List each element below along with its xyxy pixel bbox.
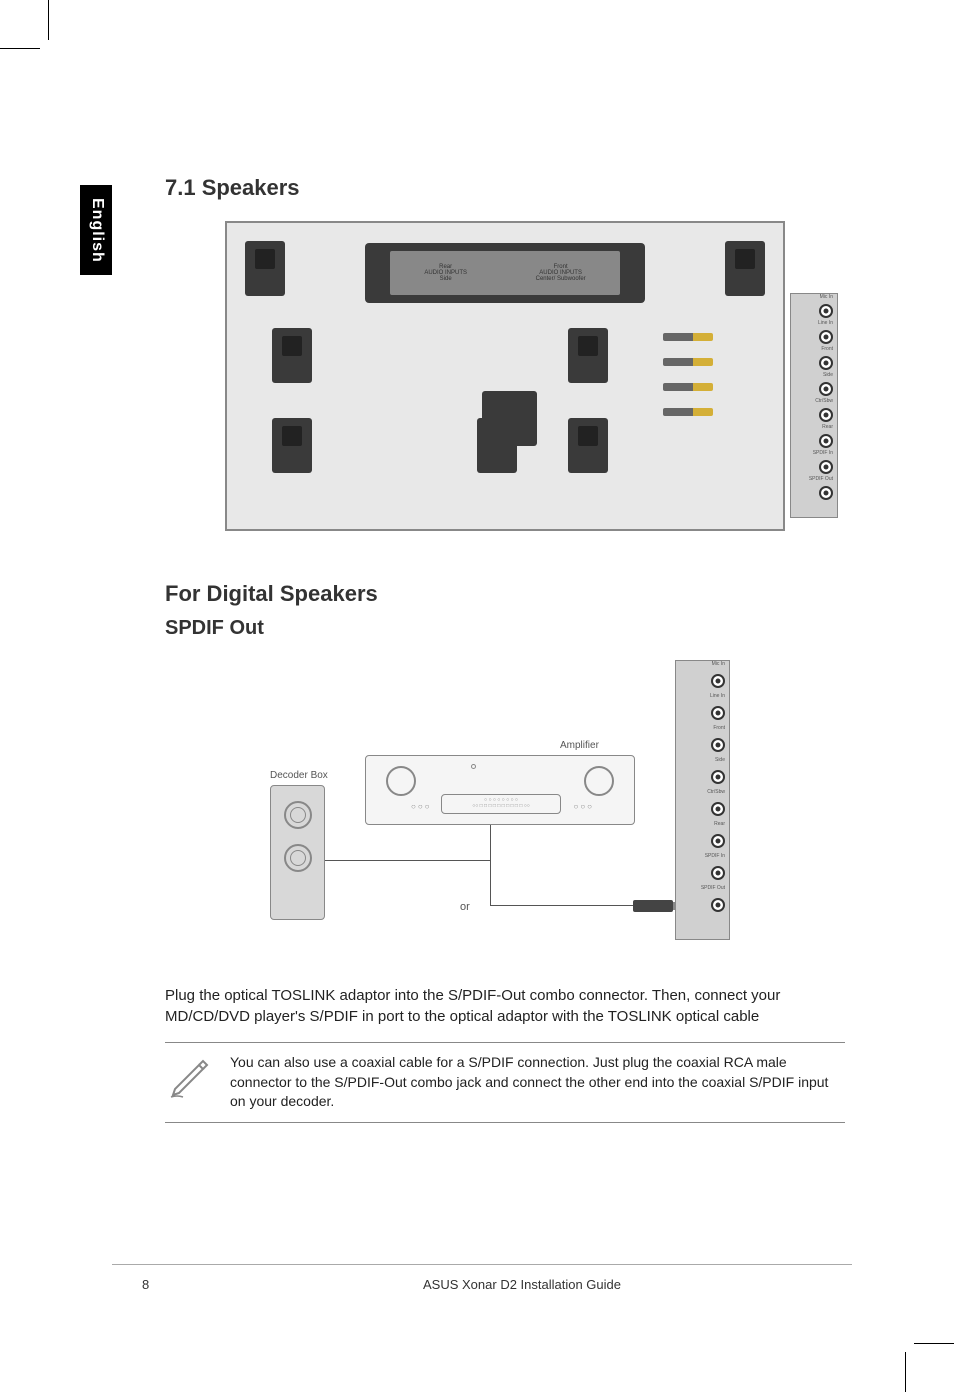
amplifier-label: Amplifier <box>560 740 599 751</box>
amplifier-receiver: ○○○ ○ ○ ○ ○ ○ ○ ○ ○○○ □ □ □ □ □ □ □ □ □ … <box>365 755 635 825</box>
jack-label: Mic In <box>820 294 833 300</box>
section-subheading-spdif-out: SPDIF Out <box>165 617 845 640</box>
page-content: 7.1 Speakers Rear AUDIO INPUTS Side Fron… <box>165 175 845 1123</box>
page-number: 8 <box>112 1277 192 1292</box>
amplifier-unit: Rear AUDIO INPUTS Side Front AUDIO INPUT… <box>365 243 645 303</box>
jack-label: Side <box>715 757 725 763</box>
jack-front <box>819 356 833 370</box>
audio-plug <box>663 383 713 391</box>
speaker-rear-right <box>725 241 765 296</box>
amplifier-knob <box>584 766 614 796</box>
jack-side <box>711 770 725 784</box>
jack-rear <box>819 434 833 448</box>
jack-mic-in <box>819 304 833 318</box>
amplifier-indicator <box>471 764 476 769</box>
jack-label: Rear <box>822 424 833 430</box>
jack-label: Ctr/Sbw <box>815 398 833 404</box>
crop-mark <box>48 0 49 40</box>
crop-mark <box>914 1343 954 1344</box>
jack-spdif-in <box>711 866 725 880</box>
jack-label: SPDIF In <box>705 853 725 859</box>
amplifier-buttons: ○○○ <box>411 802 432 811</box>
jack-center-sub <box>819 408 833 422</box>
wire <box>490 825 491 890</box>
section-heading-71-speakers: 7.1 Speakers <box>165 175 845 201</box>
crop-mark <box>0 48 40 49</box>
speaker-side-left <box>272 328 312 383</box>
subwoofer <box>482 391 537 446</box>
decoder-knob <box>284 801 312 829</box>
decoder-box <box>270 785 325 920</box>
note-pencil-icon <box>165 1053 215 1103</box>
body-paragraph: Plug the optical TOSLINK adaptor into th… <box>165 985 845 1027</box>
amplifier-buttons: ○○○ <box>574 802 595 811</box>
jack-spdif-in <box>819 460 833 474</box>
jack-spdif-out <box>711 898 725 912</box>
pci-bracket: Mic In Line In Front Side Ctr/Sbw Rear S… <box>790 293 838 518</box>
pci-bracket: Mic In Line In Front Side Ctr/Sbw Rear S… <box>675 660 730 940</box>
language-tab: English <box>80 185 112 275</box>
speaker-front-right <box>568 418 608 473</box>
jack-line-in <box>711 706 725 720</box>
jack-label: Front <box>713 725 725 731</box>
jack-label: Line In <box>710 693 725 699</box>
or-label: or <box>460 901 470 913</box>
jack-label: Line In <box>818 320 833 326</box>
amp-label-side: Side <box>424 276 467 282</box>
wire <box>325 860 490 861</box>
wire <box>490 890 491 905</box>
jack-label: SPDIF Out <box>701 885 725 891</box>
page-footer: 8 ASUS Xonar D2 Installation Guide <box>112 1264 852 1292</box>
jack-label: SPDIF In <box>813 450 833 456</box>
diagram-71-speakers: Rear AUDIO INPUTS Side Front AUDIO INPUT… <box>225 221 785 531</box>
crop-mark <box>905 1352 906 1392</box>
note-text: You can also use a coaxial cable for a S… <box>230 1053 845 1112</box>
jack-label: Side <box>823 372 833 378</box>
jack-label: Mic In <box>712 661 725 667</box>
jack-front <box>711 738 725 752</box>
spdif-plug <box>633 900 673 912</box>
decoder-box-label: Decoder Box <box>270 770 328 781</box>
note-box: You can also use a coaxial cable for a S… <box>165 1042 845 1123</box>
jack-spdif-out <box>819 486 833 500</box>
audio-plug <box>663 358 713 366</box>
audio-plug <box>663 408 713 416</box>
audio-plug <box>663 333 713 341</box>
speaker-side-right <box>568 328 608 383</box>
amplifier-knob <box>386 766 416 796</box>
speaker-front-left <box>272 418 312 473</box>
jack-label: Rear <box>714 821 725 827</box>
decoder-knob <box>284 844 312 872</box>
section-heading-digital-speakers: For Digital Speakers <box>165 581 845 607</box>
jack-line-in <box>819 330 833 344</box>
speaker-rear-left <box>245 241 285 296</box>
footer-title: ASUS Xonar D2 Installation Guide <box>192 1277 852 1292</box>
amp-label-center: Center/ Subwoofer <box>536 276 586 282</box>
jack-label: SPDIF Out <box>809 476 833 482</box>
diagram-spdif-out: Decoder Box Amplifier ○○○ ○ ○ ○ ○ ○ ○ ○ … <box>265 660 745 960</box>
jack-rear <box>711 834 725 848</box>
jack-label: Ctr/Sbw <box>707 789 725 795</box>
amplifier-display: ○ ○ ○ ○ ○ ○ ○ ○○○ □ □ □ □ □ □ □ □ □ □ ○○ <box>441 794 561 814</box>
jack-center-sub <box>711 802 725 816</box>
jack-label: Front <box>821 346 833 352</box>
amplifier-panel: Rear AUDIO INPUTS Side Front AUDIO INPUT… <box>390 251 620 295</box>
jack-mic-in <box>711 674 725 688</box>
jack-side <box>819 382 833 396</box>
